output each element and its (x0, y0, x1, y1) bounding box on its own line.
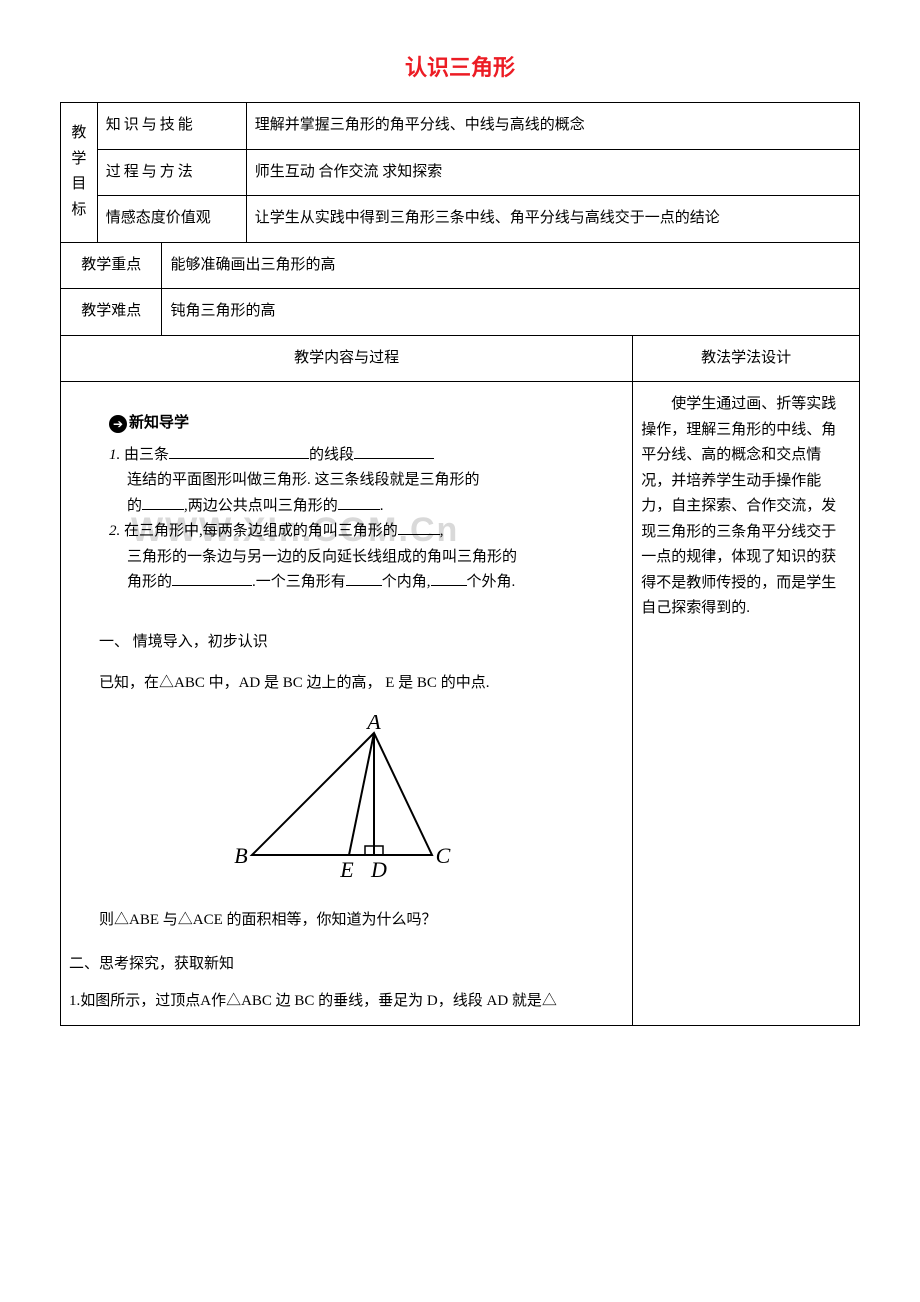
guide-heading: 新知导学 (129, 414, 189, 431)
table-row: 教学难点 钝角三角形的高 (61, 289, 860, 336)
table-row: 情感态度价值观 让学生从实践中得到三角形三条中线、角平分线与高线交于一点的结论 (61, 196, 860, 243)
fill-blank (169, 443, 309, 459)
att-label: 情感态度价值观 (97, 196, 246, 243)
focus-text: 能够准确画出三角形的高 (162, 242, 860, 289)
fill-blank (398, 519, 440, 535)
section2-text: 1.如图所示，过顶点A作△ABC 边 BC 的垂线，垂足为 D，线段 AD 就是… (69, 989, 624, 1015)
know-label: 知识与技能 (97, 103, 246, 150)
point-e: E (339, 857, 354, 882)
guide-text: 个外角. (467, 574, 516, 590)
method-header: 教法学法设计 (633, 335, 860, 382)
fill-blank (142, 494, 184, 510)
guide-text: 的线段 (309, 447, 354, 463)
fill-blank (431, 570, 467, 586)
focus-label: 教学重点 (61, 242, 162, 289)
vertex-b: B (234, 843, 247, 868)
content-header: 教学内容与过程 (61, 335, 633, 382)
know-text: 理解并掌握三角形的角平分线、中线与高线的概念 (246, 103, 859, 150)
guide-text: 个内角, (382, 574, 431, 590)
vertex-a: A (365, 715, 381, 734)
vertex-c: C (435, 843, 450, 868)
table-row: 过程与方法 师生互动 合作交流 求知探索 (61, 149, 860, 196)
lesson-plan-table: 教学目标 知识与技能 理解并掌握三角形的角平分线、中线与高线的概念 过程与方法 … (60, 102, 860, 1026)
proc-text: 师生互动 合作交流 求知探索 (246, 149, 859, 196)
guide-text: 连结的平面图形叫做三角形. 这三条线段就是三角形的 (127, 472, 480, 488)
objectives-header: 教学目标 (61, 103, 98, 243)
table-row: 教学重点 能够准确画出三角形的高 (61, 242, 860, 289)
section1-text: 已知，在△ABC 中，AD 是 BC 边上的高， E 是 BC 的中点. (99, 671, 624, 697)
item-number: 2. (109, 523, 120, 539)
page-title: 认识三角形 (60, 50, 860, 82)
fill-blank (354, 443, 434, 459)
section-heading-2: 二、思考探究，获取新知 (69, 952, 624, 978)
guide-text: 角形的 (127, 574, 172, 590)
guide-text: 的 (127, 498, 142, 514)
fill-blank (346, 570, 382, 586)
guide-text: 在三角形中,每两条边组成的角叫三角形的 (124, 523, 398, 539)
table-row: WWW.XIn.COM.Cn ➔新知导学 1. 由三条的线段 连结的平面图形叫做… (61, 382, 860, 1026)
method-text: 使学生通过画、折等实践操作，理解三角形的中线、角平分线、高的概念和交点情况，并培… (633, 382, 860, 1026)
guide-text: . (380, 498, 384, 514)
section-heading-1: 一、 情境导入，初步认识 (99, 630, 624, 656)
content-cell: WWW.XIn.COM.Cn ➔新知导学 1. 由三条的线段 连结的平面图形叫做… (61, 382, 633, 1026)
point-d: D (370, 857, 387, 882)
guide-text: , (440, 523, 444, 539)
guide-text: 由三条 (124, 447, 169, 463)
guide-text: ,两边公共点叫三角形的 (184, 498, 338, 514)
item-number: 1. (109, 447, 120, 463)
guide-text: 三角形的一条边与另一边的反向延长线组成的角叫三角形的 (127, 549, 517, 565)
guide-text: .一个三角形有 (252, 574, 346, 590)
diff-text: 钝角三角形的高 (162, 289, 860, 336)
section1-question: 则△ABE 与△ACE 的面积相等，你知道为什么吗？ (99, 908, 624, 934)
proc-label: 过程与方法 (97, 149, 246, 196)
fill-blank (338, 494, 380, 510)
table-row: 教学内容与过程 教法学法设计 (61, 335, 860, 382)
diff-label: 教学难点 (61, 289, 162, 336)
triangle-figure: A B C E D (69, 715, 624, 895)
nav-icon: ➔ (109, 415, 127, 433)
att-text: 让学生从实践中得到三角形三条中线、角平分线与高线交于一点的结论 (246, 196, 859, 243)
table-row: 教学目标 知识与技能 理解并掌握三角形的角平分线、中线与高线的概念 (61, 103, 860, 150)
fill-blank (172, 570, 252, 586)
